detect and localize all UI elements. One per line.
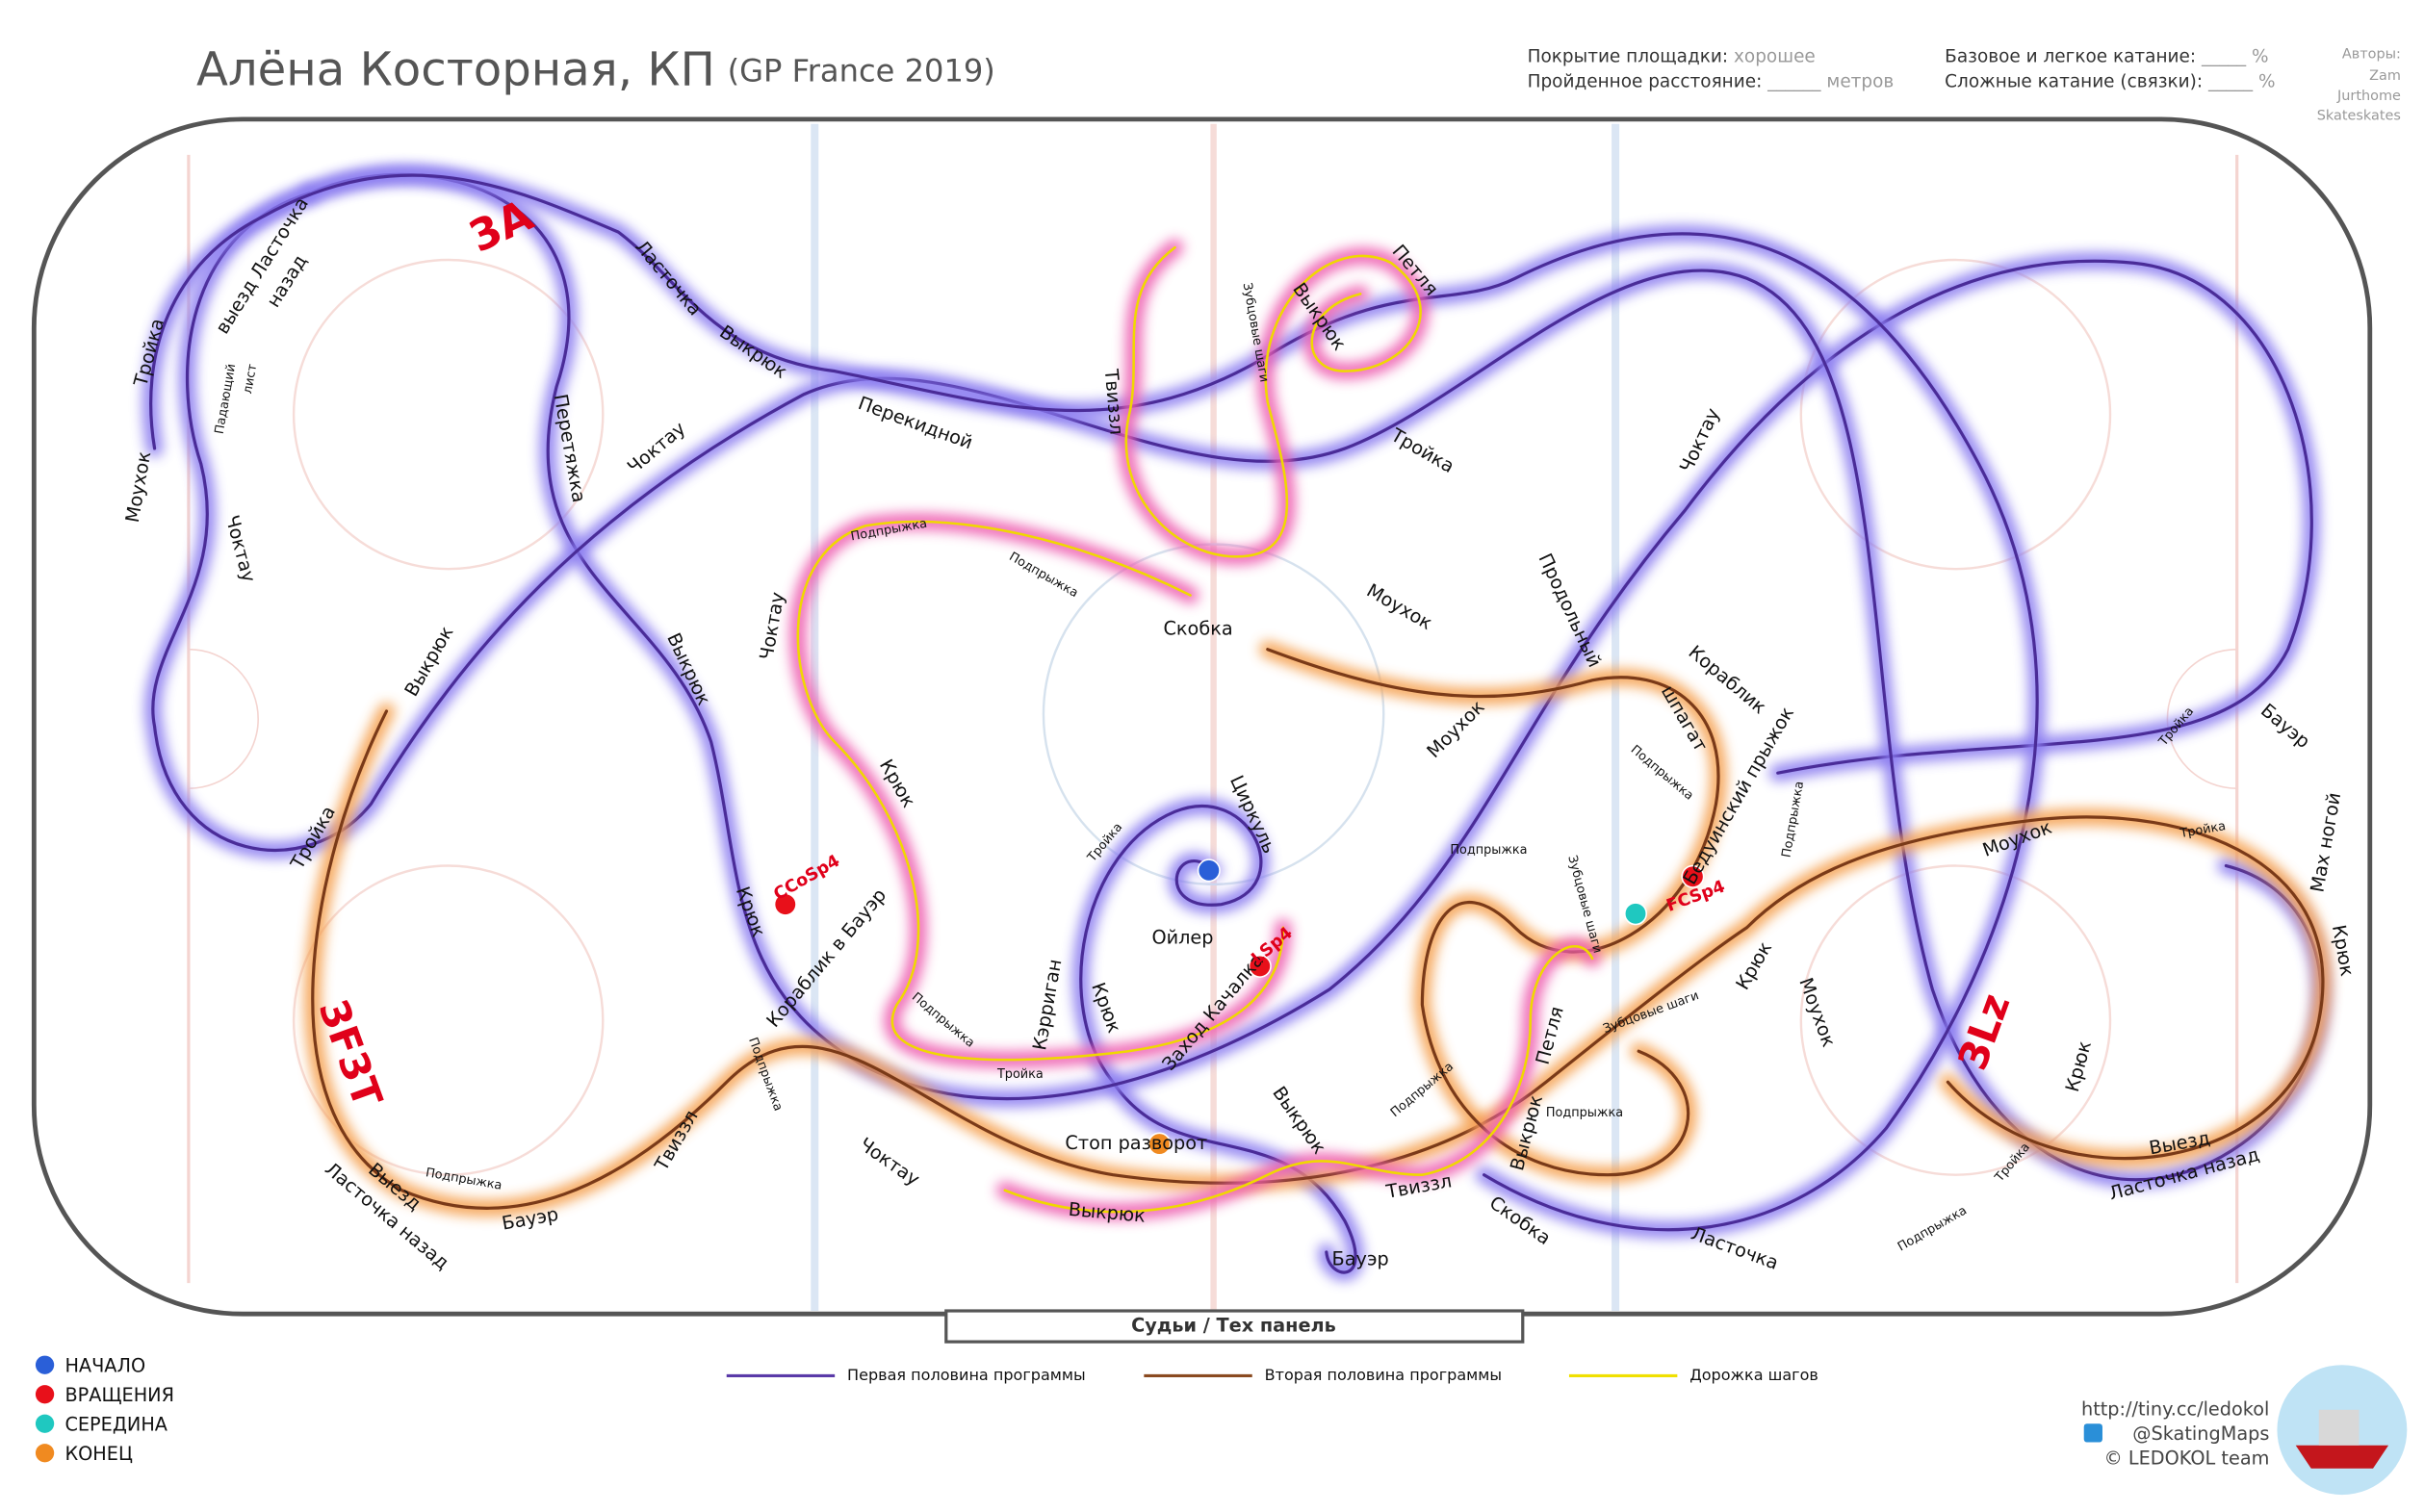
legend-label: КОНЕЦ: [64, 1443, 133, 1465]
authors-title: Авторы:: [2342, 46, 2401, 62]
move-label: Подпрыжка: [1546, 1106, 1623, 1120]
move-label: Ойлер: [1151, 926, 1213, 948]
stat: Сложные катание (связки): _____ %: [1945, 71, 2275, 91]
crease: [2166, 648, 2237, 790]
stat-value: хорошее: [1734, 47, 1816, 67]
move-label: Подпрыжка: [1450, 843, 1527, 858]
move-label: Скобка: [1163, 617, 1232, 639]
trace-line: [796, 520, 1285, 1062]
footer-link: http://tiny.cc/ledokol: [2081, 1397, 2269, 1420]
stat: Пройденное расстояние: ______ метров: [1528, 71, 1895, 91]
legend-label: Вторая половина программы: [1265, 1366, 1502, 1384]
faceoff-circle: [1799, 258, 2112, 571]
legend-dot: [35, 1414, 55, 1433]
move-label: лист: [241, 363, 260, 396]
authors: Авторы: Zam Jurthome Skateskates: [2317, 46, 2401, 123]
legend-dot: [35, 1355, 55, 1374]
point: [1248, 954, 1272, 978]
move-label: Тройка: [996, 1067, 1044, 1082]
trace-line: [1124, 245, 1422, 558]
point: [773, 892, 797, 916]
legend-label: СЕРЕДИНА: [64, 1413, 168, 1435]
footer-team: © LEDOKOL team: [2104, 1448, 2270, 1470]
author: Skateskates: [2317, 109, 2401, 124]
stat: Базовое и легкое катание: _____ %: [1945, 47, 2268, 67]
trace-line: [149, 173, 2039, 1232]
legend-label: Дорожка шагов: [1689, 1366, 1818, 1384]
stat-label: Покрытие площадки:: [1528, 47, 1729, 67]
legend-label: НАЧАЛО: [64, 1354, 145, 1376]
trace-line: [1079, 805, 1357, 1274]
point: [1623, 902, 1648, 926]
trace-line: [1266, 648, 1720, 1177]
faceoff-circle: [292, 864, 605, 1176]
author: Zam: [2369, 68, 2401, 84]
point-legend: НАЧАЛО ВРАЩЕНИЯ СЕРЕДИНА КОНЕЦ: [35, 1354, 174, 1465]
logo-ship: [2318, 1409, 2360, 1446]
trace-line: [307, 172, 2313, 1101]
line-legend: Первая половина программы Вторая половин…: [726, 1366, 1818, 1384]
faceoff-circle: [292, 258, 605, 571]
judges-box: [944, 1309, 1525, 1344]
stat-value: _____ %: [2207, 71, 2276, 91]
subtitle: (GP France 2019): [728, 53, 995, 90]
center-circle: [1042, 543, 1385, 885]
title-text: Алёна Косторная, КП: [196, 43, 715, 97]
logo: [2277, 1365, 2408, 1496]
legend-dot: [35, 1444, 55, 1463]
legend-label: ВРАЩЕНИЯ: [64, 1384, 174, 1406]
author: Jurthome: [2336, 89, 2401, 104]
stat-label: Сложные катание (связки):: [1945, 71, 2203, 91]
stat: Покрытие площадки: хорошее: [1528, 47, 1816, 67]
crease: [188, 648, 259, 790]
footer: http://tiny.cc/ledokol @SkatingMaps © LE…: [2081, 1397, 2269, 1469]
stat-value: _____ %: [2201, 47, 2269, 67]
stat-value: ______ метров: [1766, 71, 1894, 91]
point: [1197, 859, 1221, 883]
stat-label: Базовое и легкое катание:: [1945, 47, 2196, 67]
move-label: Бауэр: [1332, 1248, 1389, 1270]
point: [1148, 1132, 1172, 1156]
legend-label: Первая половина программы: [847, 1366, 1086, 1384]
faceoff-circle: [1799, 864, 2112, 1176]
move-label: Стоп разворот: [1065, 1132, 1207, 1154]
traces: [142, 166, 2332, 1281]
stat-label: Пройденное расстояние:: [1528, 71, 1763, 91]
logo-ship: [2295, 1445, 2389, 1469]
point: [1681, 864, 1705, 888]
twitter-icon: [2083, 1423, 2102, 1443]
trace-line: [1003, 945, 1594, 1214]
judges-label: Судьи / Тех панель: [1131, 1315, 1336, 1337]
title: Алёна Косторная, КП (GP France 2019): [196, 43, 995, 97]
footer-handle: @SkatingMaps: [2132, 1422, 2269, 1445]
legend-dot: [35, 1385, 55, 1404]
